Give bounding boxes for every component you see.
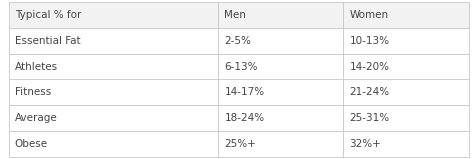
Bar [344,28,469,54]
Bar [218,2,344,28]
Bar [218,105,344,131]
Bar [344,131,469,157]
Text: 25%+: 25%+ [224,139,256,149]
Bar [218,54,344,80]
Bar [9,2,218,28]
Bar [218,28,344,54]
Text: 14-17%: 14-17% [224,87,264,97]
Text: Women: Women [350,10,389,20]
Text: 14-20%: 14-20% [350,62,390,72]
Bar [344,80,469,105]
Bar [344,105,469,131]
Bar [9,80,218,105]
Text: 18-24%: 18-24% [224,113,264,123]
Text: Typical % for: Typical % for [15,10,81,20]
Text: 2-5%: 2-5% [224,36,251,46]
Text: 10-13%: 10-13% [350,36,390,46]
Text: 6-13%: 6-13% [224,62,258,72]
Bar [218,80,344,105]
Text: 25-31%: 25-31% [350,113,390,123]
Text: 32%+: 32%+ [350,139,382,149]
Bar [9,131,218,157]
Text: Athletes: Athletes [15,62,58,72]
Bar [9,54,218,80]
Text: Obese: Obese [15,139,48,149]
Bar [344,2,469,28]
Bar [218,131,344,157]
Text: Average: Average [15,113,57,123]
Bar [344,54,469,80]
Text: Fitness: Fitness [15,87,51,97]
Text: Essential Fat: Essential Fat [15,36,80,46]
Text: Men: Men [224,10,246,20]
Bar [9,28,218,54]
Bar [9,105,218,131]
Text: 21-24%: 21-24% [350,87,390,97]
